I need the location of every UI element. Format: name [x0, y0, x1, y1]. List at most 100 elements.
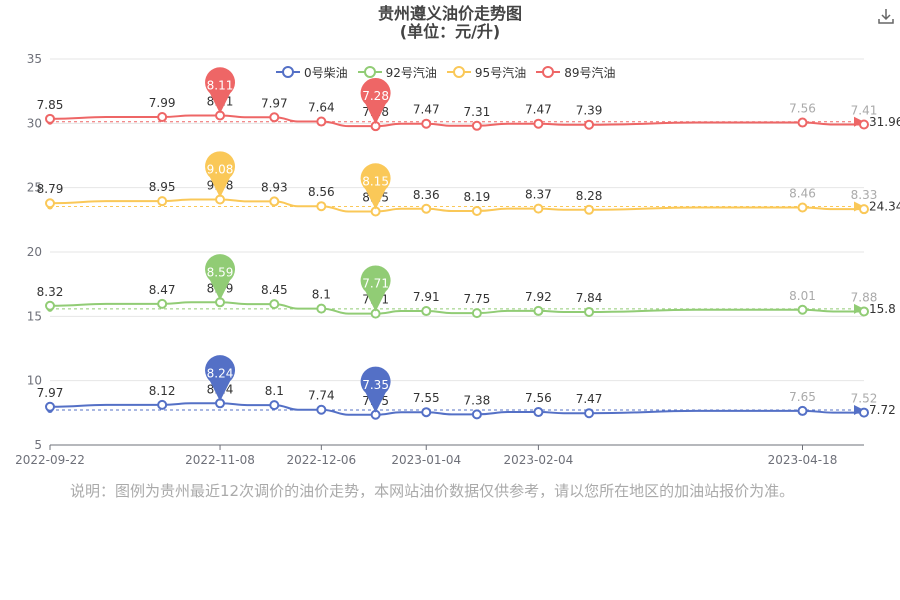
data-point [471, 308, 482, 319]
data-point [584, 408, 595, 419]
data-point [421, 203, 432, 214]
series-line [49, 301, 864, 315]
data-point [797, 202, 808, 213]
data-label: 7.41 [851, 103, 878, 117]
data-point [45, 300, 55, 311]
average-arrow [854, 303, 864, 314]
legend-item[interactable]: 89号汽油 [536, 64, 615, 81]
data-point [859, 119, 869, 130]
data-point [584, 306, 595, 317]
max-marker-label: 8.24 [207, 366, 234, 380]
average-label: 24.34 [869, 199, 900, 213]
min-marker-pin [360, 265, 391, 312]
data-point [471, 205, 482, 216]
data-label: 8.12 [149, 384, 176, 398]
data-label: 7.47 [413, 103, 440, 117]
max-marker-label: 8.59 [207, 265, 234, 279]
data-point [157, 298, 168, 309]
data-point [421, 306, 432, 317]
min-marker-label: 8.15 [362, 174, 389, 188]
data-point [471, 120, 482, 131]
series-line [49, 402, 864, 416]
data-point [45, 401, 55, 412]
chart-legend: 0号柴油 92号汽油 95号汽油 89号汽油 [276, 63, 625, 81]
data-label: 7.56 [525, 391, 552, 405]
data-point [533, 203, 544, 214]
data-point [421, 118, 432, 129]
data-point [533, 118, 544, 129]
average-arrow [854, 404, 864, 415]
legend-symbol [446, 66, 471, 78]
data-label: 7.99 [149, 96, 176, 110]
legend-item[interactable]: 95号汽油 [446, 64, 527, 81]
data-label: 7.91 [413, 290, 440, 304]
x-tick-label: 2023-01-04 [391, 453, 461, 467]
data-label: 7.31 [464, 105, 491, 119]
legend-symbol [536, 66, 561, 78]
y-tick-label: 35 [27, 52, 42, 66]
min-marker-pin [360, 366, 391, 413]
data-label: 7.92 [525, 290, 552, 304]
legend-label: 89号汽油 [564, 65, 616, 80]
data-label: 7.97 [261, 96, 288, 110]
legend-label: 95号汽油 [474, 65, 527, 80]
data-label: 7.74 [308, 389, 335, 403]
average-arrow [854, 116, 864, 127]
min-marker-label: 7.28 [362, 89, 389, 103]
data-label: 8.32 [37, 285, 64, 299]
legend-symbol [357, 66, 382, 78]
data-label: 7.75 [464, 292, 491, 306]
legend-item[interactable]: 92号汽油 [357, 64, 437, 81]
download-icon[interactable] [876, 6, 896, 26]
data-label: 7.84 [576, 291, 603, 305]
max-marker-label: 8.11 [207, 78, 234, 92]
x-tick-label: 2023-02-04 [504, 453, 574, 467]
legend-label: 0号柴油 [304, 65, 348, 80]
data-point [157, 196, 168, 207]
data-label: 8.47 [149, 283, 176, 297]
min-marker-label: 7.35 [362, 378, 389, 392]
data-point [157, 112, 168, 123]
data-label: 8.37 [525, 188, 552, 202]
chart-note: 说明：图例为贵州最近12次调价的油价走势，本网站油价数据仅供参考，请以您所在地区… [70, 482, 795, 500]
data-label: 7.39 [576, 104, 603, 118]
max-marker-pin [205, 67, 236, 114]
legend-item[interactable]: 0号柴油 [276, 64, 348, 81]
data-label: 7.47 [525, 103, 552, 117]
max-marker-label: 9.08 [207, 163, 234, 177]
data-point [859, 306, 869, 317]
data-point [797, 405, 808, 416]
data-label: 7.52 [851, 392, 878, 406]
data-point [584, 204, 595, 215]
chart-title: 贵州遵义油价走势图 [377, 4, 522, 23]
data-label: 8.79 [37, 182, 64, 196]
data-point [45, 198, 55, 209]
data-point [316, 404, 327, 415]
data-point [269, 299, 280, 310]
data-point [584, 119, 595, 130]
data-label: 7.64 [308, 101, 335, 115]
data-point [859, 204, 869, 215]
max-marker-pin [205, 254, 236, 301]
data-label: 8.56 [308, 185, 335, 199]
data-point [269, 196, 280, 207]
data-label: 8.93 [261, 180, 288, 194]
y-tick-label: 30 [27, 116, 42, 130]
data-label: 8.36 [413, 188, 440, 202]
data-label: 8.46 [789, 186, 816, 200]
y-tick-label: 25 [27, 181, 42, 195]
data-label: 8.1 [312, 288, 331, 302]
data-label: 7.47 [576, 392, 603, 406]
data-label: 7.65 [789, 390, 816, 404]
x-tick-label: 2022-11-08 [185, 453, 255, 467]
x-tick-label: 2023-04-18 [768, 453, 838, 467]
data-label: 8.28 [576, 189, 603, 203]
data-label: 8.1 [265, 384, 284, 398]
min-marker-pin [360, 77, 391, 125]
x-tick-label: 2022-12-06 [286, 453, 356, 467]
data-label: 8.33 [851, 188, 878, 202]
average-arrow [854, 201, 864, 212]
average-label: 15.8 [869, 302, 896, 316]
data-point [421, 407, 432, 418]
